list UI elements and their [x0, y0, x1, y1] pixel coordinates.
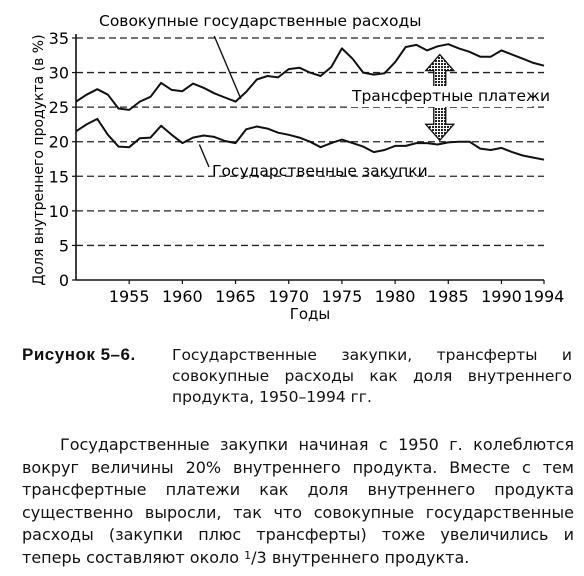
x-tick-label-1965: 1965 — [215, 287, 256, 306]
label-pointers — [198, 35, 242, 168]
series-label-purchases: Государственные закупки — [212, 162, 428, 180]
series-line-purchases — [75, 117, 545, 161]
tick-labels: 0 5 10 15 20 25 30 35 1955 1960 1965 1970 1975 1980 19… — [49, 29, 565, 306]
pointer-purchases — [198, 144, 210, 168]
y-tick-label-20: 20 — [49, 133, 69, 152]
x-tick-label-1980: 1980 — [375, 287, 416, 306]
transfer-label-bg — [348, 86, 532, 107]
y-tick-label-5: 5 — [59, 236, 69, 255]
x-tick-label-1975: 1975 — [322, 287, 363, 306]
y-axis-label: Доля внутреннего продукта (в %) — [31, 34, 47, 285]
body-paragraph: Государственные закупки начиная с 1950 г… — [22, 435, 574, 567]
x-tick-label-1994: 1994 — [524, 287, 565, 306]
x-tick-label-1970: 1970 — [268, 287, 309, 306]
series-label-total: Совокупные государственные расходы — [99, 12, 421, 30]
y-tick-label-35: 35 — [49, 29, 69, 48]
x-tick-label-1990: 1990 — [481, 287, 522, 306]
y-tick-label-25: 25 — [49, 98, 69, 117]
transfer-annotation: Трансфертные платежи — [351, 87, 550, 105]
arrow-up — [424, 53, 456, 90]
x-tick-label-1960: 1960 — [162, 287, 203, 306]
caption-label: Рисунок 5–6. — [22, 345, 136, 364]
pointer-total — [213, 35, 242, 100]
y-tick-label-30: 30 — [49, 64, 69, 83]
transfer-arrow — [424, 53, 456, 142]
y-tick-label-0: 0 — [59, 271, 69, 290]
fraction-denominator: 3 — [256, 547, 267, 567]
series-line-total-spending — [75, 43, 545, 111]
x-tick-label-1985: 1985 — [428, 287, 469, 306]
x-tick-label-1955: 1955 — [109, 287, 150, 306]
arrow-down — [424, 105, 456, 142]
x-axis-label: Годы — [290, 305, 331, 323]
fraction-numerator: 1 — [244, 548, 252, 562]
y-tick-label-15: 15 — [49, 167, 69, 186]
series-lines — [75, 43, 545, 161]
caption-text: Государственные закупки, трансферты и со… — [172, 346, 572, 406]
body-text-main: Государственные закупки начиная с 1950 г… — [22, 435, 574, 567]
chart: 0 5 10 15 20 25 30 35 1955 1960 1965 1970 1975 1980 19… — [31, 12, 565, 323]
axes — [75, 34, 544, 281]
y-tick-label-10: 10 — [49, 202, 69, 221]
body-text-end: внутреннего продукта. — [266, 547, 470, 567]
